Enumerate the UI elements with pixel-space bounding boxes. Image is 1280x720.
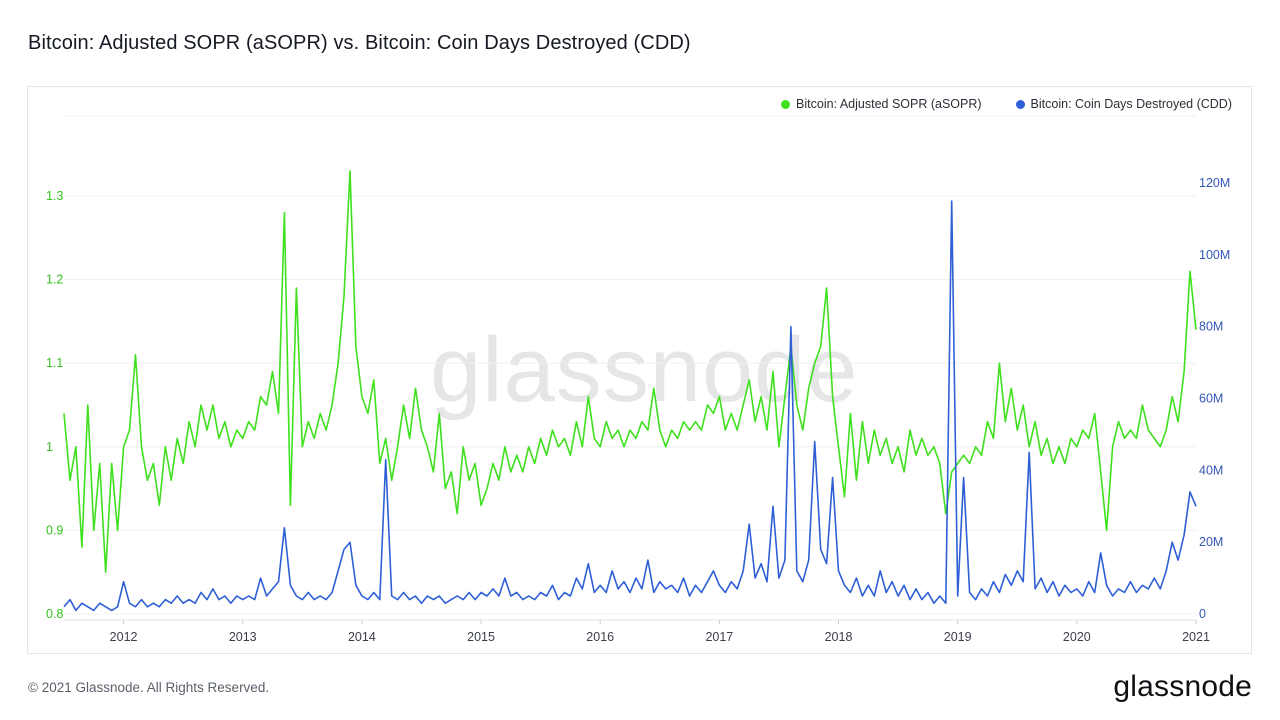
y-left-tick-label: 1.1	[46, 356, 63, 370]
x-tick-label: 2014	[348, 630, 376, 644]
x-tick-label: 2013	[229, 630, 257, 644]
x-tick-label: 2021	[1182, 630, 1210, 644]
copyright: © 2021 Glassnode. All Rights Reserved.	[28, 680, 270, 695]
x-tick-label: 2015	[467, 630, 495, 644]
y-left-tick-label: 1.3	[46, 189, 63, 203]
y-right-tick-label: 40M	[1199, 463, 1223, 477]
legend-label-asopr: Bitcoin: Adjusted SOPR (aSOPR)	[796, 97, 982, 111]
y-left-tick-label: 1	[46, 440, 53, 454]
glassnode-logo: glassnode	[1113, 670, 1252, 703]
y-left-tick-label: 0.8	[46, 607, 63, 621]
x-tick-label: 2012	[110, 630, 138, 644]
y-left-tick-label: 0.9	[46, 523, 63, 537]
y-right-tick-label: 120M	[1199, 176, 1230, 190]
series-line-asopr	[63, 170, 1197, 573]
legend-dot-asopr	[781, 99, 791, 109]
y-right-tick-label: 20M	[1199, 535, 1223, 549]
x-tick-label: 2018	[825, 630, 853, 644]
legend-item-cdd[interactable]: Bitcoin: Coin Days Destroyed (CDD)	[1015, 97, 1232, 111]
y-right-tick-label: 80M	[1199, 320, 1223, 334]
y-right-tick-label: 60M	[1199, 392, 1223, 406]
legend-dot-cdd	[1015, 99, 1025, 109]
y-right-tick-label: 100M	[1199, 248, 1230, 262]
series-line-cdd	[63, 200, 1197, 612]
y-right-tick-label: 0	[1199, 607, 1206, 621]
chart-frame	[27, 86, 1252, 654]
legend-label-cdd: Bitcoin: Coin Days Destroyed (CDD)	[1030, 97, 1232, 111]
x-tick-label: 2020	[1063, 630, 1091, 644]
x-tick-label: 2019	[944, 630, 972, 644]
legend-item-asopr[interactable]: Bitcoin: Adjusted SOPR (aSOPR)	[781, 97, 982, 111]
chart-title: Bitcoin: Adjusted SOPR (aSOPR) vs. Bitco…	[28, 32, 691, 54]
x-tick-label: 2017	[705, 630, 733, 644]
x-tick-label: 2016	[586, 630, 614, 644]
y-left-tick-label: 1.2	[46, 273, 63, 287]
legend: Bitcoin: Adjusted SOPR (aSOPR) Bitcoin: …	[781, 97, 1232, 111]
